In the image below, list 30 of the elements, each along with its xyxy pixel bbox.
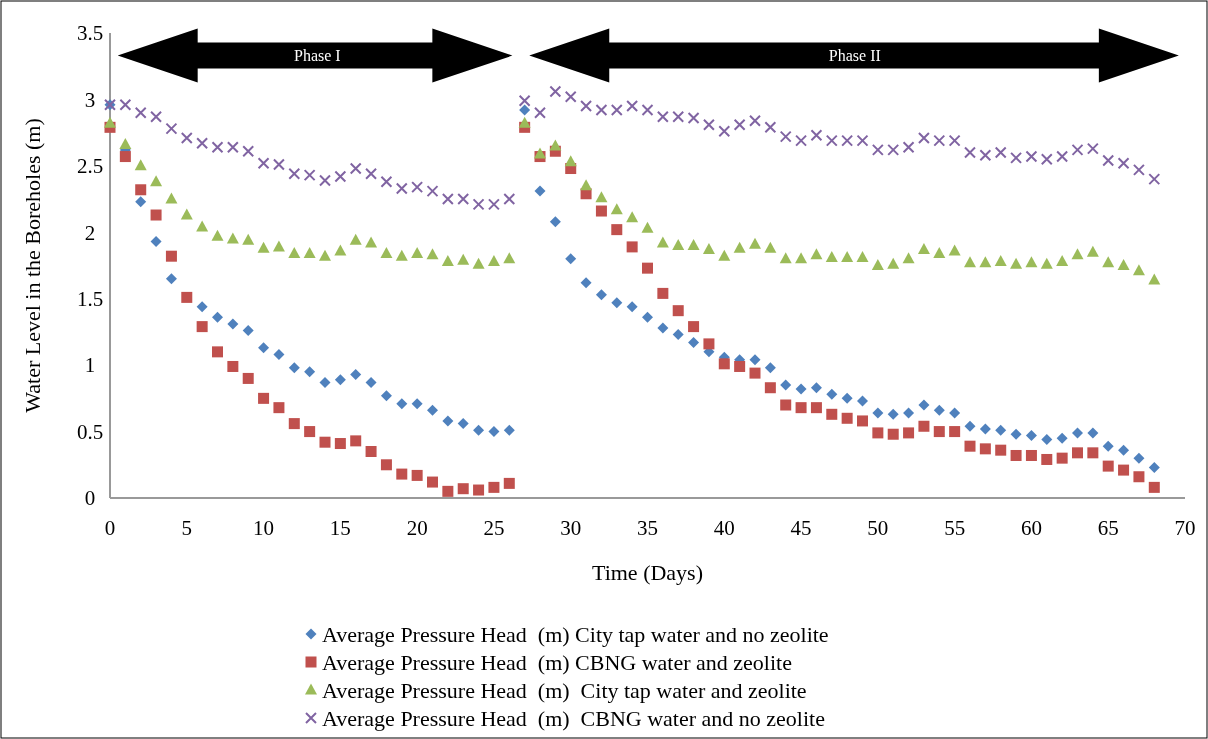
y-tick-label: 2.5 [76, 154, 104, 179]
x-tick-label: 65 [1097, 516, 1119, 540]
legend-label: Average Pressure Head (m) CBNG water and no zeolite [322, 705, 825, 731]
x-tick-label: 55 [944, 516, 966, 540]
x-tick-label: 45 [790, 516, 812, 540]
legend-label: Average Pressure Head (m) CBNG water and zeolite [322, 649, 792, 675]
x-tick-label: 50 [867, 516, 889, 540]
y-tick-label: 3.5 [76, 21, 104, 46]
x-tick-label: 5 [181, 516, 193, 540]
y-tick-label: 0 [84, 486, 96, 511]
x-tick-label: 60 [1020, 516, 1042, 540]
x-tick-label: 30 [560, 516, 582, 540]
x-tick-label: 15 [329, 516, 351, 540]
legend-label: Average Pressure Head (m) City tap water and zeolite [322, 677, 807, 703]
x-tick-label: 20 [406, 516, 428, 540]
y-axis-title: Water Level in the Boreholes (m) [20, 118, 45, 413]
x-tick-label: 25 [483, 516, 505, 540]
x-axis-title: Time (Days) [591, 560, 704, 585]
y-tick-label: 1.5 [76, 287, 104, 312]
legend-label: Average Pressure Head (m) City tap water and no zeolite [322, 621, 829, 647]
annotation: Phase I [293, 47, 341, 65]
x-tick-label: 40 [713, 516, 735, 540]
y-tick-label: 1 [84, 353, 96, 378]
y-tick-label: 3 [84, 87, 96, 112]
annotation: Phase II [828, 47, 881, 65]
y-tick-label: 2 [84, 220, 96, 245]
x-tick-label: 35 [637, 516, 658, 540]
x-tick-label: 70 [1174, 516, 1196, 540]
x-tick-label: 10 [253, 516, 275, 540]
y-tick-label: 0.5 [76, 419, 104, 444]
